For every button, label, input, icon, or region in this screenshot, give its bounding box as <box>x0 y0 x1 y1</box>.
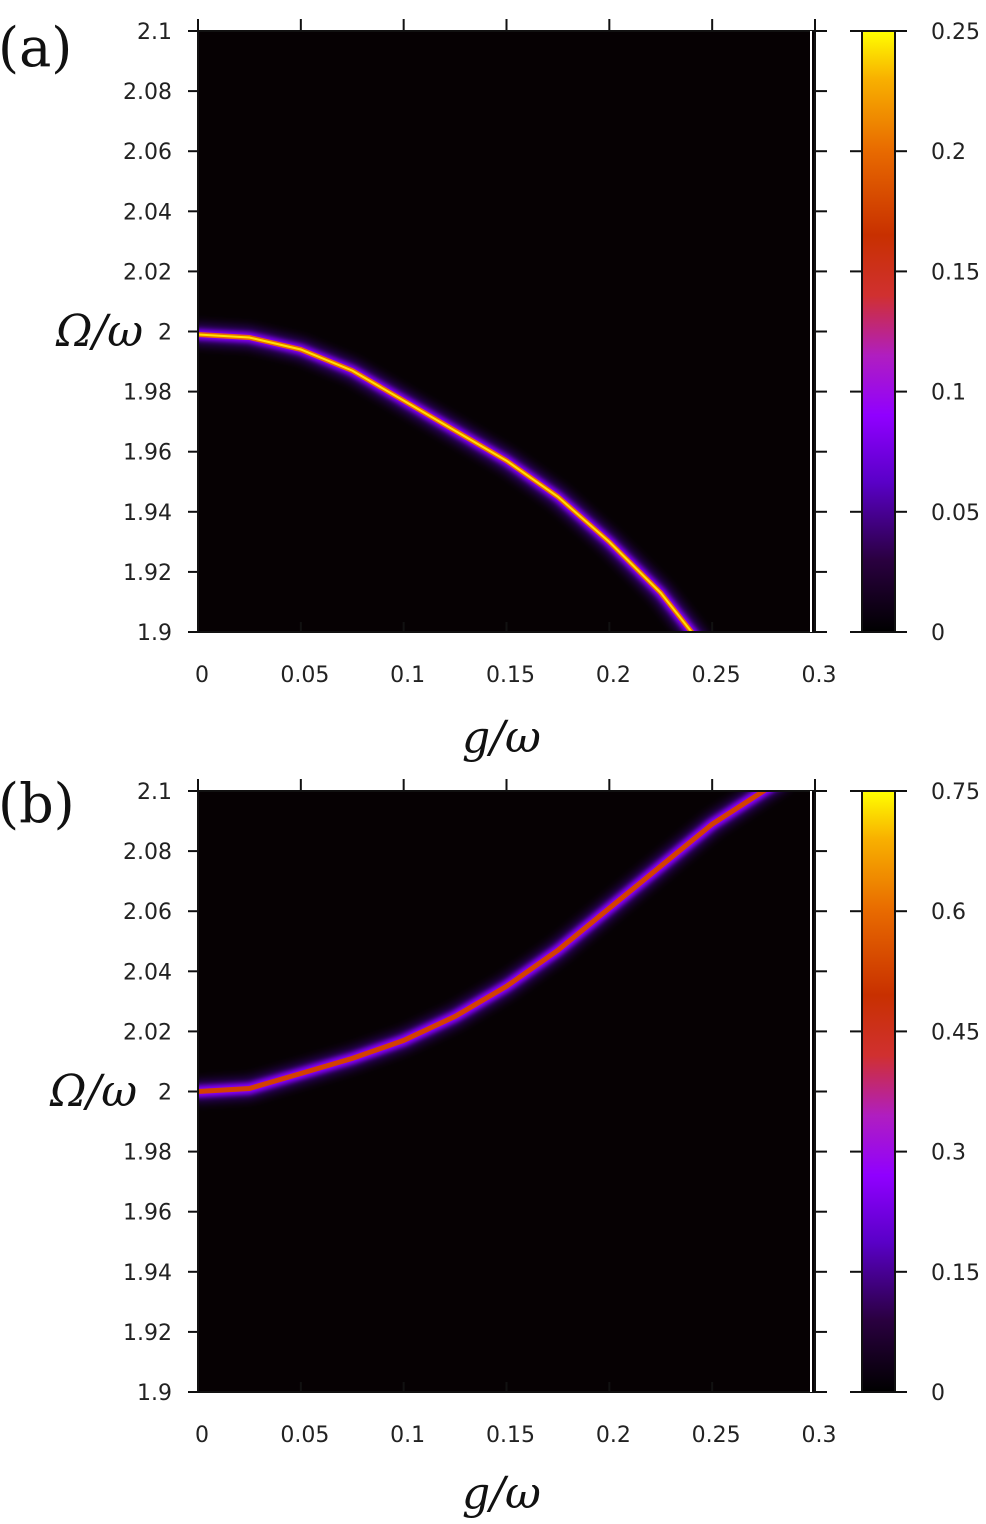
colorbar-a <box>861 30 896 633</box>
x-tick-label: 0.2 <box>596 663 631 688</box>
curve-peak <box>198 333 693 632</box>
colorbar-tick-label: 0.25 <box>931 20 980 45</box>
y-tick-label: 1.9 <box>137 621 172 646</box>
x-tick-label: 0.3 <box>802 663 837 688</box>
colorbar-tick-label: 0.15 <box>931 260 980 285</box>
x-tick-label: 0.1 <box>390 663 425 688</box>
y-tick-label: 1.92 <box>123 561 172 586</box>
colorbar-b <box>861 790 896 1393</box>
y-tick-label: 2.04 <box>123 200 172 225</box>
curve-core <box>198 791 769 1094</box>
x-tick-label: 0.15 <box>486 663 535 688</box>
colorbar-tick-label: 0.05 <box>931 501 980 526</box>
x-tick-label: 0 <box>195 1423 209 1448</box>
x-tick-label: 0.3 <box>802 1423 837 1448</box>
x-tick-label: 0 <box>195 663 209 688</box>
colorbar-tick-label: 0.3 <box>931 1141 966 1166</box>
colorbar-tick-label: 0.15 <box>931 1261 980 1286</box>
panel-label-b: (b) <box>0 772 75 835</box>
x-axis-title-a: g/ω <box>462 712 541 763</box>
x-tick-label: 0.2 <box>596 1423 631 1448</box>
y-tick-label: 2 <box>158 1081 172 1106</box>
y-tick-label: 2.1 <box>137 20 172 45</box>
y-tick-label: 2.02 <box>123 1020 172 1045</box>
y-tick-label: 2.04 <box>123 960 172 985</box>
x-tick-label: 0.05 <box>280 1423 329 1448</box>
y-tick-label: 1.98 <box>123 381 172 406</box>
panel-a: (a) 0 0.05 0.1 0.15 0.2 0.25 0.3 1.91.921.941.… <box>0 16 980 763</box>
colorbar-tick-label: 0 <box>931 1381 945 1406</box>
x-tick-label: 0.25 <box>692 663 741 688</box>
colorbar-tick-label: 0.1 <box>931 381 966 406</box>
y-tick-label: 2.06 <box>123 900 172 925</box>
peak-curve-b <box>198 791 783 1102</box>
y-tick-label: 1.94 <box>123 501 172 526</box>
y-tick-label: 1.96 <box>123 1201 172 1226</box>
y-axis-ticks-b: 1.9 1.92 1.94 1.96 1.98 2 2.02 2.04 2.06 2.08 2.1 <box>123 780 827 1406</box>
y-axis-ticks-a: 1.9 1.92 1.94 1.96 1.98 2 2.02 2.04 2.06 2.08 2.1 <box>123 20 827 646</box>
x-tick-label: 0.1 <box>390 1423 425 1448</box>
x-tick-label: 0.05 <box>280 663 329 688</box>
y-tick-label: 1.96 <box>123 441 172 466</box>
y-tick-label: 1.9 <box>137 1381 172 1406</box>
y-tick-label: 2 <box>158 321 172 346</box>
colorbar-ticks-a: 0 0.05 0.1 0.15 0.2 0.25 <box>850 20 980 646</box>
colorbar-tick-label: 0.75 <box>931 780 980 805</box>
y-tick-label: 2.08 <box>123 840 172 865</box>
x-tick-label: 0.15 <box>486 1423 535 1448</box>
y-tick-label: 2.08 <box>123 80 172 105</box>
y-tick-label: 2.06 <box>123 140 172 165</box>
colorbar-tick-label: 0.6 <box>931 900 966 925</box>
y-axis-title-b: Ω/ω <box>49 1066 137 1117</box>
panel-b: (b) 0 0.05 0.1 0.15 0.2 0.25 0.3 1.91.921.941.… <box>0 772 980 1519</box>
y-tick-label: 1.98 <box>123 1141 172 1166</box>
colorbar-tick-label: 0.45 <box>931 1020 980 1045</box>
y-tick-label: 2.02 <box>123 260 172 285</box>
heatmap-background-a <box>198 31 815 632</box>
x-axis-title-b: g/ω <box>462 1468 541 1519</box>
x-tick-label: 0.25 <box>692 1423 741 1448</box>
x-axis-ticks-a: 0 0.05 0.1 0.15 0.2 0.25 0.3 <box>195 19 837 688</box>
heatmap-background-b <box>198 791 815 1392</box>
colorbar-ticks-b: 0 0.15 0.3 0.45 0.6 0.75 <box>850 780 980 1406</box>
y-tick-label: 1.94 <box>123 1261 172 1286</box>
peak-curve-a <box>198 324 705 632</box>
y-tick-label: 1.92 <box>123 1321 172 1346</box>
panel-label-a: (a) <box>0 16 72 79</box>
y-tick-label: 2.1 <box>137 780 172 805</box>
x-axis-ticks-b: 0 0.05 0.1 0.15 0.2 0.25 0.3 <box>195 779 837 1448</box>
y-axis-title-a: Ω/ω <box>55 306 143 357</box>
colorbar-tick-label: 0 <box>931 621 945 646</box>
colorbar-tick-label: 0.2 <box>931 140 966 165</box>
